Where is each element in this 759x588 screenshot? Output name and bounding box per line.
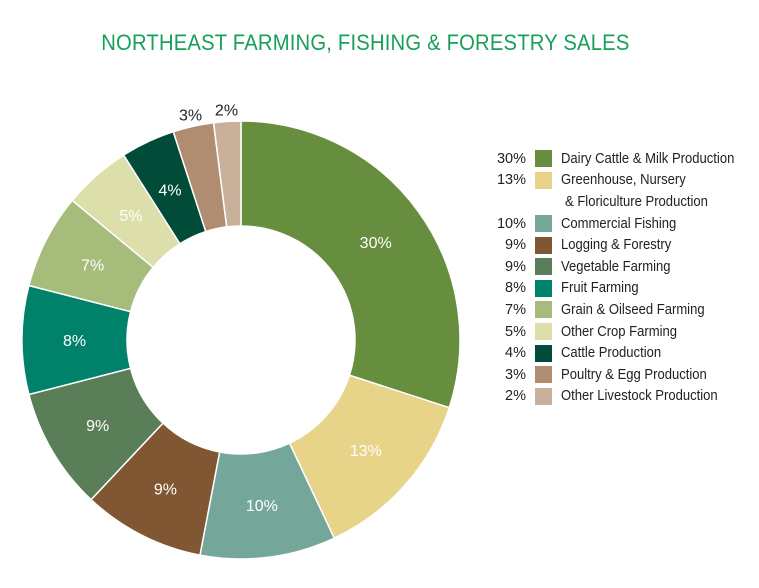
slice-label: 4%	[159, 182, 182, 199]
legend-label: Dairy Cattle & Milk Production	[561, 150, 735, 167]
legend-swatch	[535, 150, 552, 168]
legend-swatch	[535, 258, 552, 276]
slice-label: 8%	[63, 333, 86, 350]
legend-label: Grain & Oilseed Farming	[561, 301, 705, 318]
legend-percent: 30%	[496, 150, 526, 167]
legend-item: 5% Other Crop Farming	[486, 321, 756, 343]
legend-label: Greenhouse, Nursery	[561, 172, 686, 189]
chart-legend: 30% Dairy Cattle & Milk Production 13% Gree…	[486, 148, 756, 407]
slice-label: 9%	[86, 418, 109, 435]
slice-label: 7%	[81, 257, 104, 274]
legend-swatch	[535, 323, 552, 341]
legend-item: 4% Cattle Production	[486, 342, 756, 364]
slice-label: 10%	[246, 498, 278, 515]
legend-item: 3% Poultry & Egg Production	[486, 364, 756, 386]
slice-label: 13%	[350, 443, 382, 460]
legend-percent: 7%	[505, 301, 526, 318]
legend-label: Poultry & Egg Production	[561, 366, 707, 383]
chart-title: NORTHEAST FARMING, FISHING & FORESTRY SA…	[29, 30, 727, 56]
legend-swatch	[535, 387, 552, 405]
donut-slice	[212, 120, 242, 228]
legend-swatch	[535, 215, 552, 233]
legend-item: 7% Grain & Oilseed Farming	[486, 299, 756, 321]
legend-label-continued: & Floriculture Production	[565, 193, 708, 210]
legend-swatch	[535, 366, 552, 384]
legend-percent: 10%	[496, 215, 526, 232]
slice-label: 2%	[215, 102, 238, 119]
legend-percent: 2%	[505, 388, 526, 405]
legend-item: 10% Commercial Fishing	[486, 213, 756, 235]
slice-label: 9%	[154, 481, 177, 498]
legend-percent: 9%	[505, 237, 526, 254]
legend-swatch	[535, 171, 552, 189]
legend-label: Logging & Forestry	[561, 237, 672, 254]
legend-item: 9% Vegetable Farming	[486, 256, 756, 278]
legend-item: 30% Dairy Cattle & Milk Production	[486, 148, 756, 170]
legend-label: Other Crop Farming	[561, 323, 678, 340]
legend-swatch	[535, 279, 552, 297]
legend-label: Commercial Fishing	[561, 215, 677, 232]
legend-label: Fruit Farming	[561, 280, 639, 297]
donut-slice	[240, 120, 461, 409]
legend-item: 9% Logging & Forestry	[486, 234, 756, 256]
legend-percent: 5%	[505, 323, 526, 340]
legend-item: 8% Fruit Farming	[486, 278, 756, 300]
legend-swatch	[535, 301, 552, 319]
legend-label: Other Livestock Production	[561, 388, 718, 405]
slice-label: 5%	[119, 208, 142, 225]
legend-item: 13% Greenhouse, Nursery	[486, 170, 756, 192]
legend-swatch	[535, 344, 552, 362]
legend-label: Cattle Production	[561, 345, 662, 362]
legend-item: 2% Other Livestock Production	[486, 386, 756, 408]
legend-percent: 13%	[496, 172, 526, 189]
legend-label: Vegetable Farming	[561, 258, 671, 275]
legend-percent: 8%	[505, 280, 526, 297]
legend-percent: 4%	[505, 345, 526, 362]
legend-swatch	[535, 236, 552, 254]
slice-label: 3%	[179, 108, 202, 125]
chart-title-text: NORTHEAST FARMING, FISHING & FORESTRY SA…	[101, 30, 630, 55]
legend-percent: 9%	[505, 258, 526, 275]
legend-percent: 3%	[505, 366, 526, 383]
slice-label: 30%	[360, 235, 392, 252]
